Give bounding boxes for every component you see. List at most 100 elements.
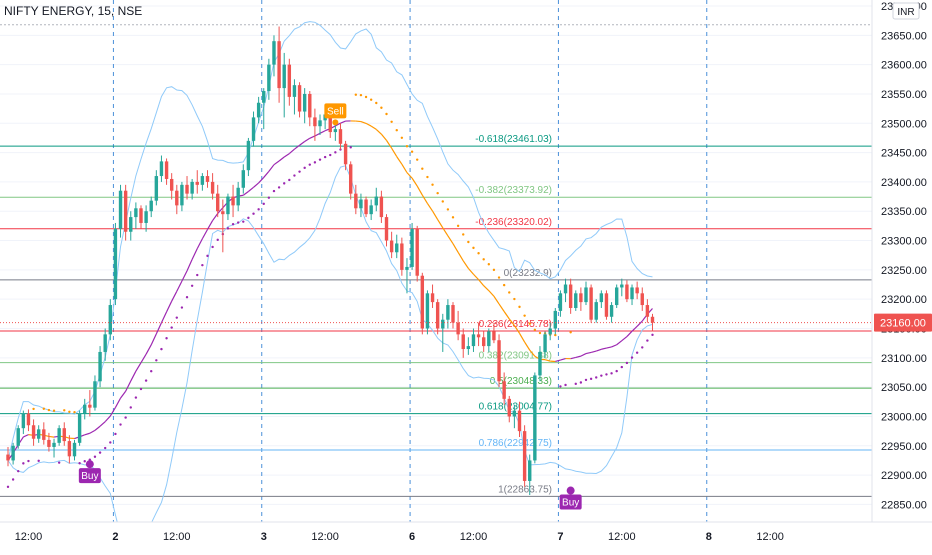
fib-label: 0.786(22942.75): [479, 438, 552, 449]
stop-dot: [165, 337, 167, 339]
candle-body: [462, 334, 465, 349]
candle-body: [175, 191, 178, 206]
stop-dot: [534, 329, 536, 331]
stop-dot: [436, 192, 438, 194]
stop-dot: [600, 374, 602, 376]
candle-body: [359, 200, 362, 209]
candle-body: [349, 164, 352, 193]
stop-dot: [53, 410, 55, 412]
candle-body: [119, 191, 122, 229]
stop-dot: [508, 291, 510, 293]
stop-dot: [319, 158, 321, 160]
stop-dot: [375, 102, 377, 104]
stop-dot: [140, 388, 142, 390]
stop-dot: [176, 316, 178, 318]
candle-body: [518, 411, 521, 432]
stop-dot: [135, 396, 137, 398]
candle-body: [114, 229, 117, 299]
candle-body: [185, 185, 188, 194]
candle-body: [298, 85, 301, 111]
stop-dot: [73, 411, 75, 413]
candle-body: [303, 94, 306, 112]
candle-body: [216, 194, 219, 212]
candle: [605, 290, 608, 319]
candle-body: [17, 428, 20, 446]
stop-dot: [63, 409, 65, 411]
stop-dot: [150, 370, 152, 372]
stop-dot: [411, 151, 413, 153]
candle-body: [487, 331, 490, 346]
stop-dot: [257, 208, 259, 210]
signal-marker: [567, 487, 575, 495]
candle-body: [610, 305, 613, 317]
candle-body: [47, 440, 50, 447]
candle: [615, 285, 618, 308]
candle-body: [431, 293, 434, 302]
stop-dot: [124, 416, 126, 418]
candle-body: [262, 91, 265, 103]
stop-dot: [355, 93, 357, 95]
candle-body: [508, 399, 511, 417]
candle-body: [247, 141, 250, 170]
stop-dot: [278, 186, 280, 188]
time-tick: 2: [112, 531, 118, 543]
stop-dot: [365, 96, 367, 98]
signal-label: Buy: [562, 498, 579, 509]
time-tick: 3: [261, 531, 267, 543]
stop-dot: [206, 255, 208, 257]
candle-body: [63, 428, 66, 441]
stop-dot: [488, 263, 490, 265]
stop-dot: [503, 284, 505, 286]
candle-body: [32, 425, 35, 438]
candle-body: [211, 182, 214, 194]
candle-body: [369, 205, 372, 214]
stop-dot: [350, 146, 352, 148]
candle-body: [293, 85, 296, 97]
candle-body: [646, 305, 649, 317]
stop-dot: [585, 379, 587, 381]
price-tick: 23400.00: [881, 177, 927, 189]
signal-marker: [332, 119, 338, 125]
candle-body: [201, 176, 204, 185]
candle: [523, 425, 526, 487]
candle-body: [124, 191, 127, 232]
candle-body: [538, 352, 541, 375]
candle-body: [339, 129, 342, 144]
candle-body: [441, 320, 444, 329]
stop-dot: [37, 460, 39, 462]
time-tick: 12:00: [311, 531, 339, 543]
candle: [114, 223, 117, 305]
stop-dot: [170, 326, 172, 328]
candle-body: [492, 331, 495, 340]
stop-dot: [401, 137, 403, 139]
stop-dot: [462, 233, 464, 235]
candle: [17, 425, 20, 448]
signal-label: Buy: [81, 471, 98, 482]
stop-dot: [48, 409, 50, 411]
candle-body: [554, 311, 557, 329]
stop-dot: [431, 184, 433, 186]
stop-dot: [293, 174, 295, 176]
stop-dot: [477, 252, 479, 254]
stop-dot: [309, 163, 311, 165]
stop-dot: [237, 221, 239, 223]
candle-body: [308, 94, 311, 117]
candle-body: [574, 293, 577, 308]
stop-dot: [145, 379, 147, 381]
candle-body: [68, 441, 71, 456]
stop-dot: [452, 216, 454, 218]
candle-body: [83, 405, 86, 414]
candle-body: [27, 414, 30, 426]
time-tick: 6: [409, 531, 415, 543]
candle-body: [109, 305, 112, 334]
price-tick: 23600.00: [881, 60, 927, 72]
candle-body: [543, 334, 546, 352]
candle-body: [548, 329, 551, 335]
stop-dot: [457, 225, 459, 227]
stop-dot: [482, 258, 484, 260]
fib-label: -0.236(23320.02): [475, 217, 552, 228]
stop-dot: [130, 406, 132, 408]
stop-dot: [191, 285, 193, 287]
